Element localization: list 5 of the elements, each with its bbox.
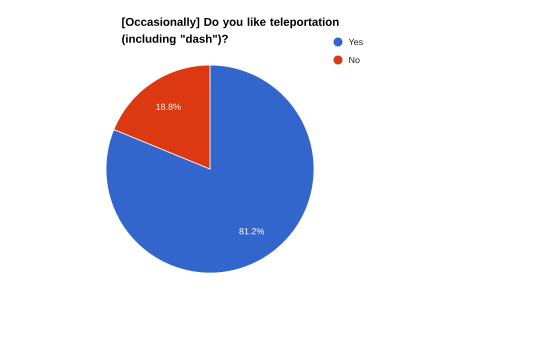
chart-title: [Occasionally] Do you like teleportation (including "dash")?	[122, 18, 339, 46]
data-label: 81.2%	[239, 228, 264, 234]
legend-label: No	[349, 56, 360, 64]
data-label: 18.8%	[156, 104, 181, 110]
legend-label: Yes	[348, 38, 363, 46]
